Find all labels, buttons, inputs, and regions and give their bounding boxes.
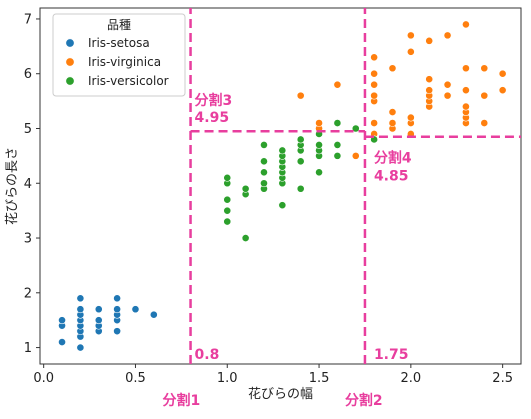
- data-point-iris-virginica: [480, 64, 489, 73]
- x-tick-label: 1.0: [217, 371, 238, 386]
- legend-marker: [65, 57, 75, 67]
- data-point-iris-versicolor: [223, 217, 232, 226]
- axes: 0.0 0.5 1.0 1.5 2.0 2.5 1 2 3 4 5 6 7: [24, 12, 513, 386]
- data-point-iris-versicolor: [260, 179, 268, 188]
- data-point-iris-virginica: [480, 91, 489, 100]
- data-point-iris-virginica: [406, 47, 415, 56]
- data-point-iris-virginica: [315, 119, 323, 127]
- data-point-iris-virginica: [425, 36, 434, 45]
- legend-entry-label: Iris-setosa: [88, 36, 150, 50]
- data-point-iris-virginica: [462, 102, 470, 111]
- x-tick-label: 2.0: [401, 371, 422, 386]
- data-point-iris-virginica: [443, 31, 452, 40]
- data-point-iris-versicolor: [351, 124, 360, 133]
- data-point-iris-setosa: [76, 305, 85, 314]
- data-point-iris-virginica: [370, 80, 379, 89]
- split-4-name-label: 分割4: [374, 150, 412, 167]
- data-point-iris-versicolor: [260, 141, 268, 149]
- legend-entry-label: Iris-virginica: [88, 55, 161, 69]
- data-point-iris-setosa: [58, 338, 66, 346]
- data-point-iris-versicolor: [260, 157, 268, 166]
- split-3-name-label: 分割3: [195, 92, 233, 109]
- data-point-iris-virginica: [425, 86, 434, 95]
- data-point-iris-versicolor: [223, 173, 232, 182]
- data-point-iris-setosa: [149, 310, 158, 319]
- data-point-iris-setosa: [94, 316, 103, 325]
- data-point-iris-virginica: [388, 119, 397, 127]
- y-tick-label: 5: [24, 122, 32, 137]
- legend-marker: [65, 76, 75, 86]
- data-point-iris-setosa: [113, 305, 122, 314]
- data-point-iris-versicolor: [296, 135, 305, 144]
- data-point-iris-setosa: [76, 343, 85, 352]
- data-point-iris-virginica: [498, 86, 507, 95]
- y-tick-label: 7: [24, 12, 32, 27]
- legend-marker: [65, 38, 75, 48]
- x-tick-label: 0.0: [33, 371, 54, 386]
- split-2-value-label: 1.75: [374, 347, 409, 363]
- legend: 品種 Iris-setosa Iris-virginica Iris-versico…: [52, 13, 186, 97]
- data-point-iris-virginica: [406, 113, 415, 122]
- split-4-value-label: 4.85: [374, 169, 409, 185]
- y-tick-label: 6: [24, 67, 32, 82]
- data-point-iris-virginica: [388, 108, 397, 116]
- data-point-iris-versicolor: [278, 201, 287, 210]
- x-tick-label: 1.5: [309, 371, 330, 386]
- data-point-iris-virginica: [370, 53, 379, 62]
- data-point-iris-versicolor: [223, 206, 232, 215]
- data-point-iris-versicolor: [315, 168, 323, 177]
- y-tick-label: 1: [24, 341, 32, 356]
- data-point-iris-virginica: [480, 119, 489, 127]
- data-point-iris-virginica: [333, 80, 342, 89]
- split-1-value-label: 0.8: [195, 347, 220, 363]
- x-axis-label: 花びらの幅: [248, 386, 313, 402]
- data-point-iris-versicolor: [333, 151, 342, 160]
- data-point-iris-virginica: [462, 20, 470, 29]
- data-point-iris-versicolor: [260, 168, 268, 177]
- data-point-iris-versicolor: [296, 184, 305, 193]
- data-point-iris-versicolor: [241, 234, 250, 242]
- data-point-iris-versicolor: [315, 141, 323, 149]
- data-point-iris-setosa: [131, 305, 140, 314]
- data-point-iris-setosa: [94, 305, 103, 314]
- y-tick-label: 4: [24, 177, 32, 192]
- data-point-iris-setosa: [113, 327, 122, 336]
- data-point-iris-virginica: [443, 80, 452, 89]
- data-point-iris-virginica: [425, 75, 434, 84]
- data-point-iris-versicolor: [333, 141, 342, 149]
- y-tick-label: 2: [24, 286, 32, 301]
- y-tick-label: 3: [24, 232, 32, 247]
- data-point-iris-virginica: [370, 119, 379, 127]
- split-1-name-label: 分割1: [163, 392, 201, 409]
- legend-title: 品種: [107, 18, 131, 32]
- data-point-iris-virginica: [462, 64, 470, 73]
- data-point-iris-virginica: [370, 69, 379, 78]
- x-tick-label: 0.5: [125, 371, 146, 386]
- legend-box: [52, 13, 186, 97]
- data-points: [58, 20, 507, 352]
- data-point-iris-setosa: [113, 294, 122, 303]
- data-point-iris-versicolor: [278, 146, 287, 155]
- y-axis-label: 花びらの長さ: [4, 147, 20, 225]
- data-point-iris-versicolor: [296, 157, 305, 166]
- data-point-iris-setosa: [76, 294, 85, 303]
- data-point-iris-virginica: [388, 64, 397, 73]
- data-point-iris-virginica: [370, 91, 379, 100]
- data-point-iris-versicolor: [241, 184, 250, 193]
- split-2-name-label: 分割2: [345, 392, 383, 409]
- data-point-iris-virginica: [443, 91, 452, 100]
- data-point-iris-virginica: [296, 91, 305, 100]
- data-point-iris-versicolor: [333, 119, 342, 127]
- data-point-iris-setosa: [58, 316, 66, 325]
- data-point-iris-versicolor: [223, 195, 232, 204]
- data-point-iris-virginica: [462, 86, 470, 95]
- data-point-iris-virginica: [498, 69, 507, 78]
- data-point-iris-virginica: [406, 31, 415, 40]
- data-point-iris-virginica: [351, 151, 360, 160]
- legend-entry-label: Iris-versicolor: [88, 74, 169, 88]
- x-tick-label: 2.5: [492, 371, 513, 386]
- split-3-value-label: 4.95: [195, 110, 230, 126]
